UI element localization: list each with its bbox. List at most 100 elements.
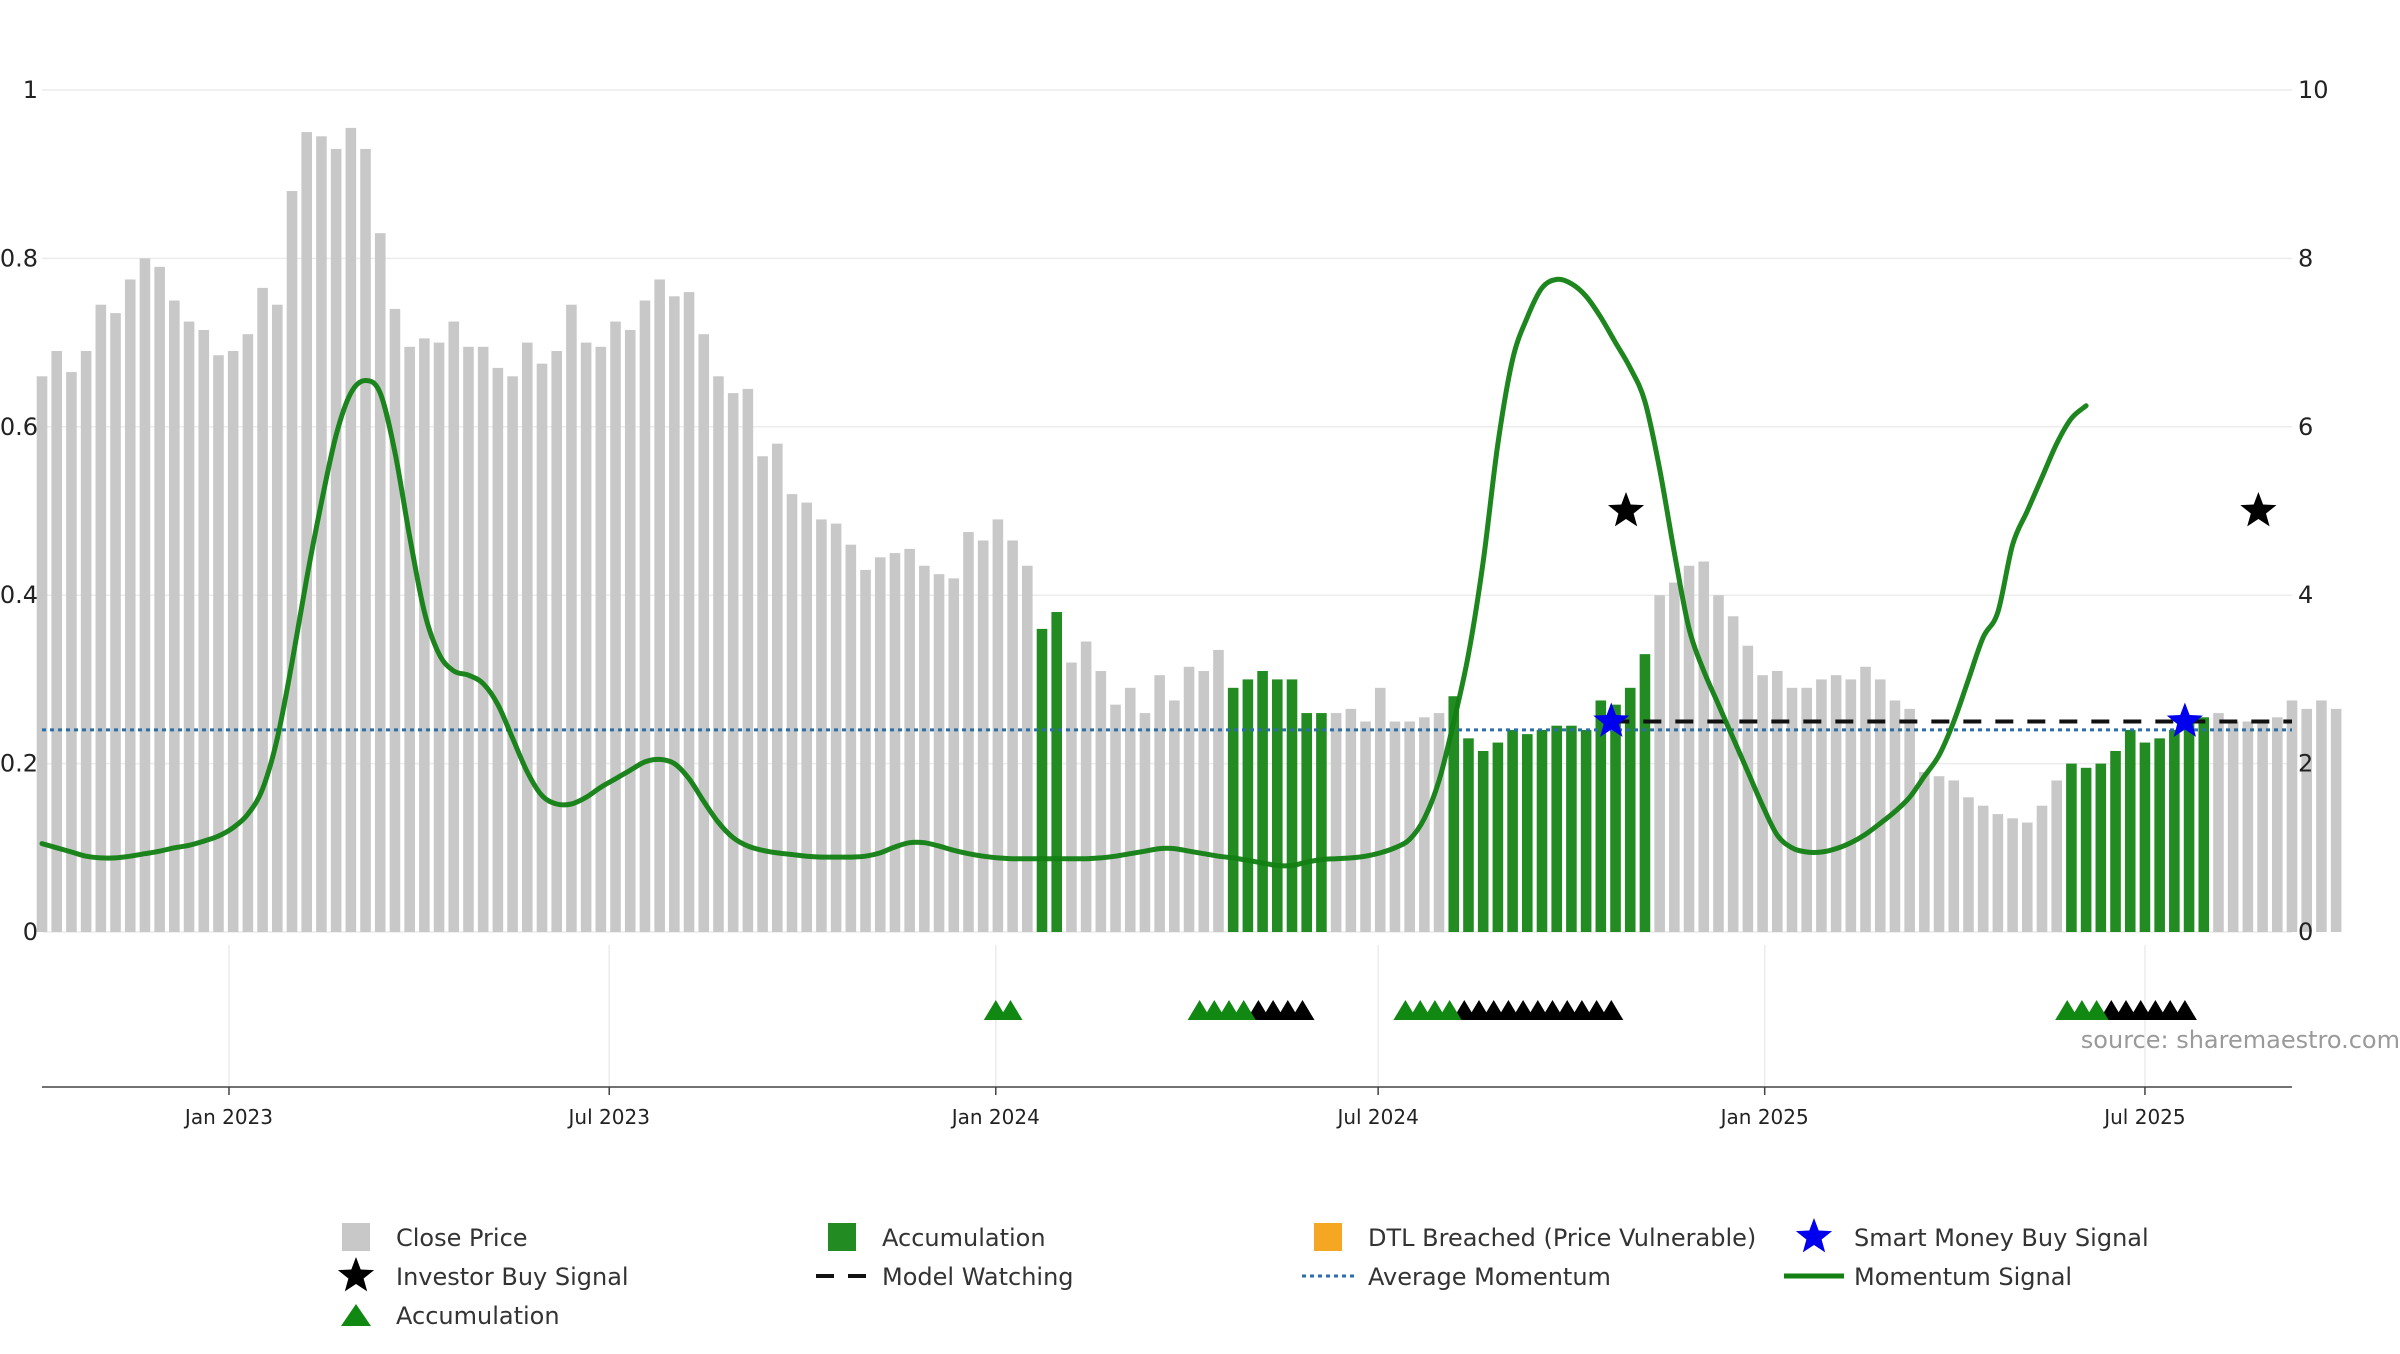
legend-close-price-label: Close Price bbox=[396, 1224, 528, 1252]
close-price-bar bbox=[786, 494, 798, 932]
close-price-bar bbox=[1698, 561, 1710, 932]
left-y-tick-label: 0.4 bbox=[0, 581, 38, 609]
momentum-signal-line bbox=[39, 276, 2089, 869]
legend-investor-star-icon bbox=[337, 1257, 375, 1292]
close-price-bar bbox=[2036, 805, 2048, 932]
accumulation-bar bbox=[2080, 767, 2092, 932]
accumulation-bar bbox=[1580, 729, 1592, 932]
accumulation-bar bbox=[2124, 729, 2136, 932]
close-price-bar bbox=[1360, 721, 1371, 932]
close-price-bar bbox=[536, 363, 548, 932]
close-price-bar bbox=[154, 266, 165, 932]
close-price-bar bbox=[66, 372, 77, 932]
close-price-bar bbox=[507, 376, 518, 932]
legend-average-momentum-label: Average Momentum bbox=[1368, 1263, 1611, 1291]
smart-money-buy-signal bbox=[2166, 702, 2203, 737]
legend-close-price-swatch bbox=[342, 1223, 370, 1251]
accumulation-bar bbox=[1522, 734, 1533, 932]
legend-dtl-breached-label: DTL Breached (Price Vulnerable) bbox=[1368, 1224, 1756, 1252]
close-price-bar bbox=[757, 456, 768, 932]
close-price-bar bbox=[183, 321, 195, 932]
source-watermark: source: sharemaestro.com bbox=[2081, 1026, 2400, 1054]
close-price-bar bbox=[639, 300, 651, 932]
close-price-bar bbox=[742, 388, 754, 932]
close-price-bar bbox=[1977, 805, 1989, 932]
close-price-bar bbox=[845, 544, 857, 932]
close-price-bar bbox=[919, 565, 930, 932]
close-price-bar bbox=[1169, 700, 1180, 932]
right-y-tick-label: 2 bbox=[2298, 750, 2313, 778]
close-price-bar bbox=[1066, 662, 1077, 932]
left-y-tick-label: 0.6 bbox=[0, 413, 38, 441]
accumulation-bar bbox=[1477, 750, 1489, 932]
close-price-bar bbox=[169, 300, 180, 932]
close-price-bar bbox=[1860, 666, 1871, 932]
close-price-bar bbox=[551, 351, 562, 932]
close-price-bar bbox=[1772, 670, 1783, 932]
close-price-bar bbox=[1095, 670, 1107, 932]
close-price-bar bbox=[448, 321, 460, 932]
close-price-bar bbox=[860, 569, 871, 932]
model-watching-marker bbox=[2172, 1000, 2197, 1020]
close-price-bar bbox=[948, 578, 960, 932]
close-price-bar bbox=[595, 346, 607, 932]
right-y-tick-label: 8 bbox=[2298, 244, 2313, 272]
close-price-bar bbox=[889, 553, 901, 932]
close-price-bar bbox=[95, 304, 107, 933]
close-price-bar bbox=[713, 376, 724, 932]
close-price-bar bbox=[1110, 704, 1121, 932]
axes: Jan 2023 Jul 2023 Jan 2024 Jul 2024 Jan 2025… bbox=[0, 76, 2329, 1129]
accumulation-bar bbox=[1448, 696, 1460, 932]
close-price-bar bbox=[110, 313, 121, 932]
legend-dtl-breached-swatch bbox=[1314, 1223, 1342, 1251]
legend-investor-buy-label: Investor Buy Signal bbox=[396, 1263, 629, 1291]
close-price-bar bbox=[1683, 565, 1695, 932]
close-price-bar bbox=[1007, 540, 1018, 932]
close-price-bar bbox=[683, 292, 695, 933]
close-price-bar bbox=[286, 191, 298, 933]
close-price-bar bbox=[1992, 814, 2004, 932]
close-price-bar bbox=[654, 279, 665, 932]
close-price-bar bbox=[477, 346, 489, 932]
close-price-bar bbox=[389, 308, 401, 932]
close-price-bar bbox=[463, 346, 474, 932]
accumulation-bar bbox=[1536, 729, 1548, 932]
close-price-bar bbox=[1874, 679, 1886, 932]
close-price-bar bbox=[1139, 713, 1151, 932]
close-price-bar bbox=[1669, 582, 1680, 932]
close-price-bar bbox=[316, 136, 327, 932]
accumulation-bar bbox=[1227, 687, 1239, 932]
accumulation-bar bbox=[1463, 738, 1474, 932]
close-price-bar bbox=[301, 132, 312, 933]
close-price-bar bbox=[492, 367, 504, 932]
close-price-bar bbox=[2227, 721, 2239, 932]
accumulation-bar bbox=[1242, 679, 1254, 932]
legend-smart-money-star-icon bbox=[1795, 1218, 1833, 1253]
left-y-tick-label: 0.8 bbox=[0, 244, 38, 272]
legend-model-watching-label: Model Watching bbox=[882, 1263, 1074, 1291]
close-price-bar bbox=[257, 287, 268, 932]
close-price-bar bbox=[1330, 713, 1342, 932]
legend-accumulation-bar-swatch bbox=[828, 1223, 856, 1251]
close-price-bar bbox=[1786, 687, 1798, 932]
accumulation-bar bbox=[2169, 729, 2180, 932]
accumulation-bar bbox=[1272, 679, 1283, 932]
close-price-bar bbox=[874, 557, 886, 932]
close-price-bar bbox=[1919, 772, 1930, 932]
accumulation-bar bbox=[2183, 721, 2195, 932]
close-price-bar bbox=[51, 351, 62, 932]
close-price-bar bbox=[1742, 645, 1754, 932]
left-y-tick-label: 0 bbox=[23, 918, 38, 946]
close-price-bar bbox=[1933, 776, 1945, 932]
close-price-bar bbox=[330, 148, 342, 932]
close-price-bar bbox=[1801, 687, 1812, 932]
close-price-bar bbox=[404, 346, 415, 932]
close-price-bar bbox=[1830, 675, 1842, 932]
close-price-bar bbox=[2301, 708, 2312, 932]
x-tick-label: Jul 2024 bbox=[1335, 1105, 1418, 1129]
legend-smart-money-label: Smart Money Buy Signal bbox=[1854, 1224, 2149, 1252]
accumulation-bar bbox=[1051, 612, 1062, 932]
close-price-bar bbox=[1022, 565, 1033, 932]
close-price-bar bbox=[1154, 675, 1165, 932]
